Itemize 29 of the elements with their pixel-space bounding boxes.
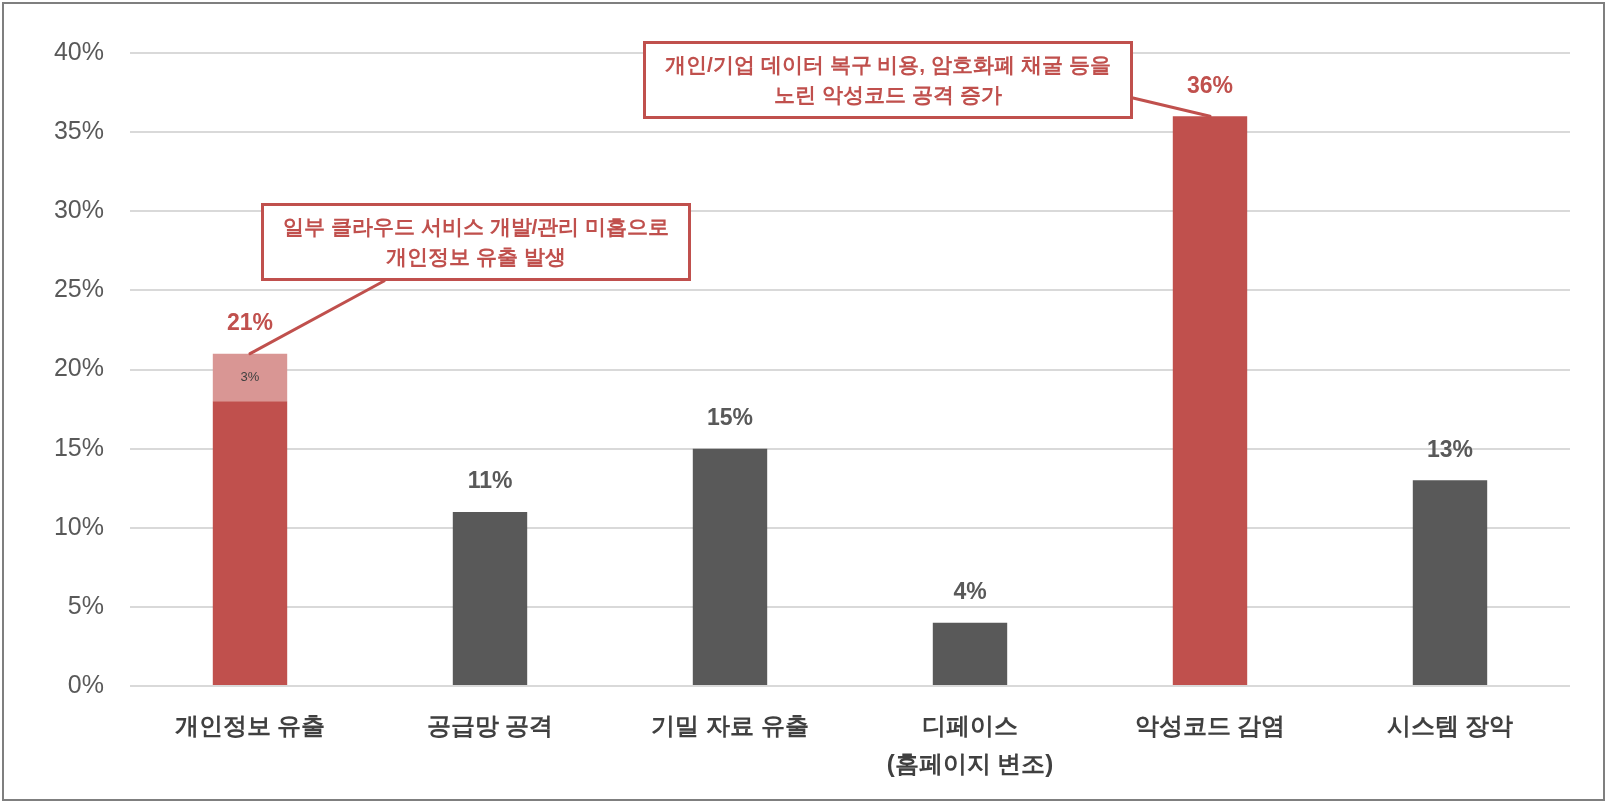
total-label: 21% [226,309,274,336]
y-tick-label: 40% [53,36,104,65]
bar [212,353,288,402]
x-tick-label: 개인정보 유출 [174,711,326,739]
y-tick-label: 10% [53,511,104,540]
bar [932,622,1008,685]
y-tick-label: 20% [53,353,104,382]
y-tick-label: 30% [53,195,104,224]
bar [212,401,288,685]
data-label: 13% [1426,435,1474,462]
x-tick-label: 악성코드 감염 [1134,711,1286,739]
bar [1172,116,1248,685]
data-label: 3% [240,368,260,384]
y-tick-label: 5% [67,590,104,619]
x-tick-label: 디페이스 (홈페이지 변조) [886,711,1054,778]
y-tick-label: 15% [53,432,104,461]
data-label: 4% [953,578,987,605]
x-tick-label: 시스템 장악 [1386,711,1514,739]
y-tick-label: 0% [67,669,104,698]
y-tick-label: 35% [53,116,104,145]
data-label: 15% [706,403,754,430]
bar [692,448,768,685]
y-tick-label: 25% [53,274,104,303]
data-label: 11% [467,467,513,494]
data-label: 36% [1186,71,1234,98]
x-tick-label: 기밀 자료 유출 [651,711,809,739]
bar [1412,480,1488,685]
bar [452,511,528,685]
x-tick-label: 공급망 공격 [426,711,554,739]
